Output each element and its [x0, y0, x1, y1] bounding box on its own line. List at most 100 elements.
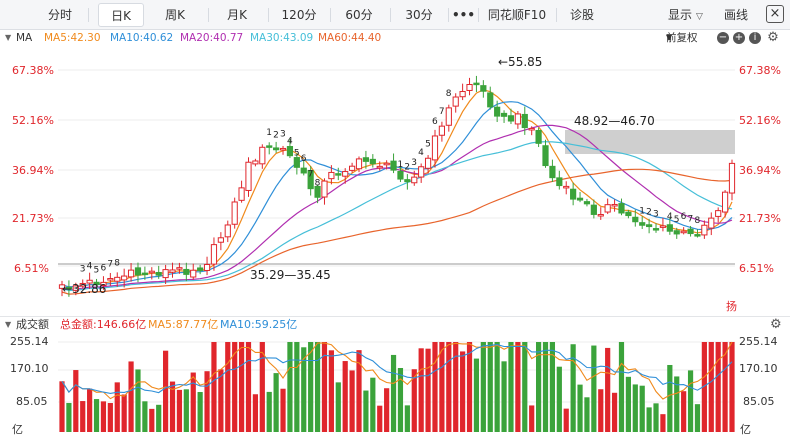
- volume-bar: [176, 389, 183, 432]
- volume-bar: [694, 404, 701, 432]
- candle-body: [397, 170, 404, 180]
- low-price-annotation: ←32.86: [62, 282, 106, 296]
- volume-unit-right: 亿: [740, 423, 751, 436]
- volume-bar: [542, 342, 549, 432]
- candle-body: [86, 279, 93, 284]
- volume-bar: [121, 394, 127, 432]
- volume-bar: [460, 351, 466, 432]
- y-axis-label-left: 52.16%: [12, 114, 54, 127]
- candle-body: [418, 166, 425, 178]
- candle-body: [134, 267, 142, 276]
- candle-body: [721, 191, 729, 213]
- volume-bar: [328, 350, 334, 432]
- volume-bar: [611, 392, 618, 432]
- tab-weekly-k[interactable]: 周K: [165, 8, 185, 22]
- volume-bar: [370, 377, 376, 432]
- tab-30min[interactable]: 30分: [405, 8, 433, 22]
- y-axis-label-left: 21.73%: [12, 212, 54, 225]
- candle-body: [618, 203, 625, 214]
- tab-120min[interactable]: 120分: [281, 8, 317, 22]
- candle-body: [632, 216, 639, 223]
- candle-body: [300, 167, 307, 174]
- volume-ma5-line: [61, 341, 733, 400]
- candle-body: [273, 147, 280, 151]
- td-count-label: 6: [681, 212, 687, 222]
- candle-body: [466, 84, 473, 91]
- tab-f10[interactable]: 同花顺F10: [487, 8, 547, 22]
- volume-bar: [494, 342, 500, 432]
- volume-bar: [446, 342, 452, 432]
- td-count-label: 5: [425, 139, 431, 149]
- candle-body: [231, 201, 238, 225]
- y-axis-label-right: 67.38%: [739, 64, 781, 77]
- close-icon[interactable]: ×: [766, 5, 784, 23]
- candle-body: [438, 125, 445, 136]
- td-count-label: 1: [266, 128, 272, 138]
- volume-bar: [701, 342, 707, 432]
- volume-bar: [377, 405, 383, 432]
- collapse-icon[interactable]: ▼: [5, 320, 12, 329]
- candle-body: [259, 146, 266, 165]
- volume-axis-label-right: 85.05: [743, 395, 775, 408]
- td-count-label: 5: [294, 148, 300, 158]
- collapse-icon[interactable]: ▼: [5, 33, 12, 42]
- candle-body: [625, 211, 632, 217]
- volume-bar: [190, 372, 196, 432]
- candle-body: [646, 224, 653, 228]
- tab-60min[interactable]: 60分: [345, 8, 373, 22]
- candle-body: [715, 210, 722, 217]
- td-count-label: 1: [639, 206, 645, 216]
- td-count-label: 2: [646, 208, 652, 218]
- volume-bar: [577, 384, 583, 432]
- gear-icon[interactable]: ⚙: [767, 30, 779, 45]
- volume-bar: [618, 342, 625, 432]
- tab-intraday[interactable]: 分时: [47, 8, 72, 22]
- candle-body: [93, 281, 100, 285]
- ma5-line: [61, 89, 733, 288]
- volume-bar: [245, 342, 252, 432]
- candle-body: [728, 162, 736, 194]
- plus-icon[interactable]: +: [733, 32, 745, 44]
- candle-body: [404, 179, 411, 183]
- tab-daily-k[interactable]: 日K: [98, 3, 144, 27]
- volume-bar: [411, 369, 417, 432]
- td-count-label: 6: [432, 117, 438, 127]
- gear-icon[interactable]: ⚙: [770, 317, 782, 332]
- display-dropdown[interactable]: 显示 ▽: [668, 3, 703, 27]
- tab-diagnose[interactable]: 诊股: [569, 8, 594, 22]
- candle-body: [355, 158, 363, 170]
- minus-icon[interactable]: −: [717, 32, 729, 44]
- more-periods-button[interactable]: •••: [452, 8, 476, 22]
- td-count-label: 3: [80, 264, 86, 274]
- period-toolbar: 分时 日K 周K 月K 120分 60分 30分 ••• 同花顺F10 诊股 显…: [0, 0, 790, 30]
- volume-title[interactable]: 成交额: [16, 318, 49, 331]
- ma-indicator-bar: ▼ MA MA5:42.30 MA10:40.62 MA20:40.77 MA3…: [0, 30, 790, 46]
- info-icon[interactable]: i: [749, 32, 761, 44]
- tab-divider: [478, 8, 479, 22]
- candle-body: [528, 127, 535, 131]
- tab-monthly-k[interactable]: 月K: [227, 8, 247, 22]
- indicator-name[interactable]: MA: [16, 32, 33, 44]
- volume-bar: [301, 347, 307, 432]
- ma60-line: [61, 168, 733, 295]
- candle-body: [659, 225, 667, 228]
- candle-body: [514, 113, 521, 125]
- volume-bar: [466, 342, 473, 432]
- volume-bar: [632, 384, 638, 432]
- ma30-line: [61, 141, 733, 292]
- volume-bar: [605, 347, 611, 432]
- td-count-label: 4: [418, 148, 424, 158]
- volume-bar: [66, 402, 72, 432]
- draw-line-button[interactable]: 画线: [724, 8, 749, 22]
- candle-body: [639, 222, 646, 226]
- candle-body: [487, 92, 494, 108]
- candle-body: [576, 197, 584, 201]
- volume-bar: [204, 371, 210, 432]
- candle-body: [314, 185, 321, 198]
- candle-body: [197, 267, 204, 271]
- volume-bar: [598, 389, 604, 432]
- volume-bar: [432, 342, 438, 432]
- candle-body: [210, 244, 218, 265]
- volume-bar: [80, 401, 86, 432]
